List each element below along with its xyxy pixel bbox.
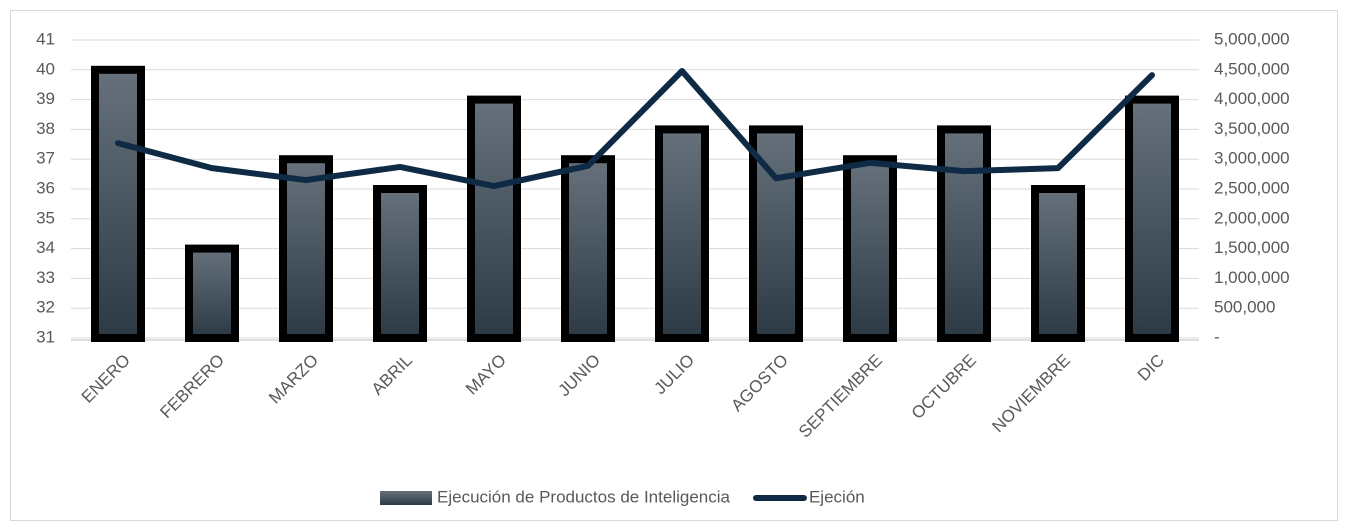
legend-label: Ejeción — [809, 487, 865, 506]
y2-tick-label: 3,000,000 — [1214, 149, 1290, 168]
bar — [561, 155, 615, 342]
y-tick-label: 41 — [36, 29, 55, 48]
y2-tick-label: 5,000,000 — [1214, 29, 1290, 48]
bar — [279, 155, 333, 342]
y-tick-label: 39 — [36, 89, 55, 108]
y2-tick-label: 4,500,000 — [1214, 59, 1290, 78]
y2-tick-label: 500,000 — [1214, 298, 1275, 317]
bar — [655, 125, 709, 342]
bar — [373, 185, 427, 342]
y-tick-label: 38 — [36, 119, 55, 138]
y-tick-label: 32 — [36, 298, 55, 317]
bar — [937, 125, 991, 342]
y2-tick-label: 2,500,000 — [1214, 178, 1290, 197]
y2-tick-label: 2,000,000 — [1214, 208, 1290, 227]
bar — [843, 155, 897, 342]
y-tick-label: 36 — [36, 178, 55, 197]
legend-swatch — [380, 491, 432, 505]
legend-label: Ejecución de Productos de Inteligencia — [437, 487, 731, 506]
y-tick-label: 40 — [36, 59, 55, 78]
y-tick-label: 31 — [36, 327, 55, 346]
y2-tick-label: 1,500,000 — [1214, 238, 1290, 257]
line-series — [115, 67, 1155, 190]
y-tick-label: 33 — [36, 268, 55, 287]
bar — [1031, 185, 1085, 342]
bar — [91, 65, 145, 343]
bar — [467, 95, 521, 342]
y2-tick-label: 4,000,000 — [1214, 89, 1290, 108]
bar — [1125, 95, 1179, 342]
y2-tick-label: - — [1214, 327, 1220, 346]
bar — [185, 244, 239, 343]
y-tick-label: 35 — [36, 208, 55, 227]
y-tick-label: 37 — [36, 149, 55, 168]
y-tick-label: 34 — [36, 238, 55, 257]
y2-tick-label: 3,500,000 — [1214, 119, 1290, 138]
y2-tick-label: 1,000,000 — [1214, 268, 1290, 287]
